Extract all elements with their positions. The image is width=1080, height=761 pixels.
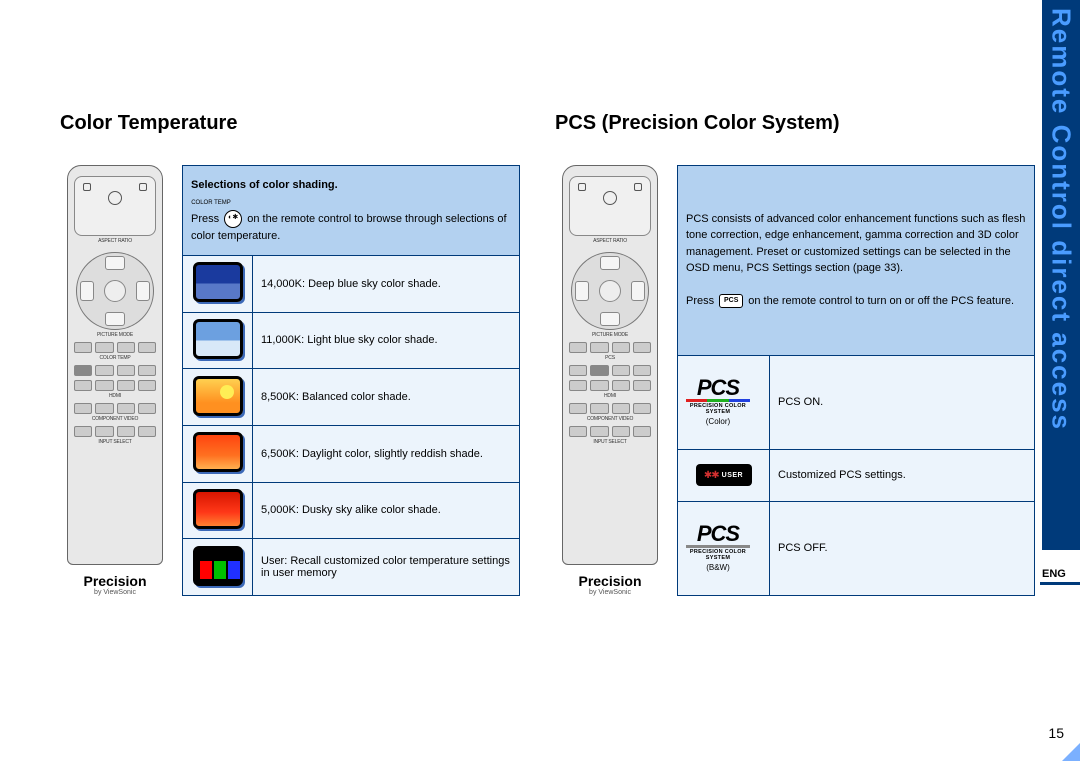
remote-label-input-select: INPUT SELECT	[74, 439, 156, 445]
thumb-14000k-icon	[193, 262, 243, 302]
color-temp-button-icon: ◐✱	[224, 210, 242, 228]
row-5000k-desc: 5,000K: Dusky sky alike color shade.	[253, 482, 520, 539]
pcs-table: PCS consists of advanced color enhanceme…	[677, 165, 1035, 596]
remote-body: ASPECT RATIO PICTURE MODE PCS HDMI COMPO…	[562, 165, 658, 565]
pcs-header: PCS consists of advanced color enhanceme…	[678, 166, 1035, 356]
row-pcs-user-desc: Customized PCS settings.	[770, 450, 1035, 502]
remote-brand-sub: by ViewSonic	[94, 589, 136, 596]
remote-brand: Precision	[83, 573, 146, 589]
language-badge: ENG	[1040, 568, 1080, 585]
row-8500k-desc: 8,500K: Balanced color shade.	[253, 369, 520, 426]
remote-label-color-temp: COLOR TEMP	[74, 355, 156, 361]
row-6500k-desc: 6,500K: Daylight color, slightly reddish…	[253, 425, 520, 482]
pcs-button-icon: PCS	[719, 294, 743, 308]
remote-label-picture-mode: PICTURE MODE	[74, 332, 156, 338]
remote-label-component: COMPONENT VIDEO	[74, 416, 156, 422]
pcs-logo-bw-icon: PCS PRECISION COLOR SYSTEM (B&W)	[682, 524, 754, 572]
pcs-user-badge-icon: ✱✱ USER	[696, 464, 752, 486]
thumb-user-icon	[193, 546, 243, 586]
side-tab: Remote Control direct access	[1042, 0, 1080, 550]
remote-illustration-right: ASPECT RATIO PICTURE MODE PCS HDMI COMPO…	[555, 165, 665, 596]
remote-body: ASPECT RATIO PICTURE MODE COLOR TEMP HDM…	[67, 165, 163, 565]
page-corner-decoration	[1062, 743, 1080, 761]
row-pcs-off-desc: PCS OFF.	[770, 501, 1035, 595]
row-11000k-desc: 11,000K: Light blue sky color shade.	[253, 312, 520, 369]
remote-illustration-left: ASPECT RATIO PICTURE MODE COLOR TEMP HDM…	[60, 165, 170, 596]
thumb-8500k-icon	[193, 376, 243, 416]
row-14000k-desc: 14,000K: Deep blue sky color shade.	[253, 255, 520, 312]
color-temperature-section: Color Temperature ASPECT RATIO	[60, 112, 520, 596]
thumb-11000k-icon	[193, 319, 243, 359]
row-user-desc: User: Recall customized color temperatur…	[253, 539, 520, 596]
page-number: 15	[1048, 725, 1064, 741]
thumb-5000k-icon	[193, 489, 243, 529]
row-pcs-on-desc: PCS ON.	[770, 355, 1035, 449]
remote-label-aspect: ASPECT RATIO	[74, 238, 156, 244]
remote-dpad	[76, 252, 154, 330]
thumb-6500k-icon	[193, 432, 243, 472]
section-title-right: PCS (Precision Color System)	[555, 112, 1035, 135]
remote-label-hdmi: HDMI	[74, 393, 156, 399]
pcs-section: PCS (Precision Color System) ASPECT RATI…	[555, 112, 1035, 596]
section-title-left: Color Temperature	[60, 112, 520, 135]
pcs-logo-color-icon: PCS PRECISION COLOR SYSTEM (Color)	[682, 378, 754, 426]
color-temp-header: Selections of color shading. COLOR TEMP …	[183, 166, 520, 256]
side-tab-text: Remote Control direct access	[1046, 8, 1077, 431]
color-temp-table: Selections of color shading. COLOR TEMP …	[182, 165, 520, 596]
